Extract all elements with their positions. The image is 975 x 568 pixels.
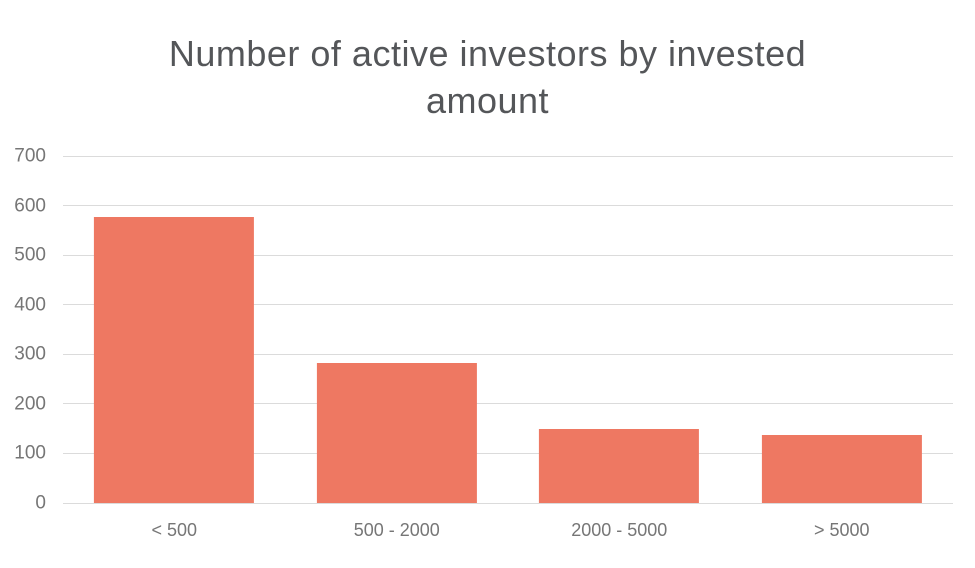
chart-title: Number of active investors by invested a… xyxy=(0,30,975,124)
bar xyxy=(761,434,922,503)
chart-title-line-2: amount xyxy=(425,80,550,121)
gridline xyxy=(63,304,953,306)
y-tick-label: 700 xyxy=(14,145,46,167)
bar xyxy=(94,216,255,503)
y-tick-label: 400 xyxy=(14,294,46,316)
bar xyxy=(539,428,700,503)
y-axis: 0 100 200 300 400 500 600 700 xyxy=(0,147,46,513)
y-tick-label: 600 xyxy=(14,195,46,217)
x-tick-label: 500 - 2000 xyxy=(353,520,440,540)
y-tick-label: 100 xyxy=(14,442,46,464)
gridline xyxy=(63,502,953,504)
gridline xyxy=(63,254,953,256)
gridline xyxy=(63,452,953,454)
x-tick-label: 2000 - 5000 xyxy=(571,520,668,540)
y-tick-label: 0 xyxy=(35,492,46,514)
bar xyxy=(316,363,477,503)
y-tick-label: 300 xyxy=(14,343,46,365)
y-tick-label: 500 xyxy=(14,244,46,266)
gridline xyxy=(63,205,953,207)
chart-title-line-1: Number of active investors by invested xyxy=(168,33,807,74)
gridline xyxy=(63,155,953,157)
gridline xyxy=(63,353,953,355)
plot-area xyxy=(63,155,953,504)
y-tick-label: 200 xyxy=(14,393,46,415)
x-tick-label: > 5000 xyxy=(813,520,870,540)
x-tick-label: < 500 xyxy=(151,520,198,540)
x-axis: < 500 500 - 2000 2000 - 5000 > 5000 xyxy=(63,519,953,541)
gridline xyxy=(63,403,953,405)
